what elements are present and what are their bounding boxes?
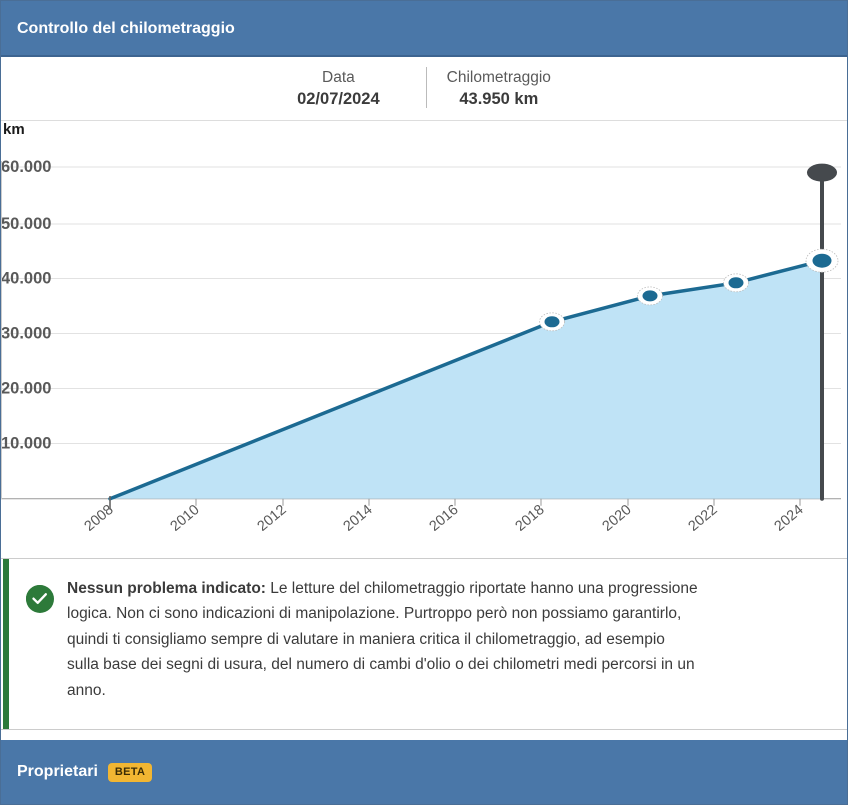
svg-text:2010: 2010 <box>168 501 203 530</box>
svg-text:2018: 2018 <box>513 501 548 530</box>
svg-text:km: km <box>3 121 25 138</box>
svg-text:20.000: 20.000 <box>1 379 51 397</box>
svg-text:30.000: 30.000 <box>1 324 51 342</box>
svg-text:2014: 2014 <box>341 501 376 530</box>
svg-text:2022: 2022 <box>686 501 721 530</box>
svg-text:50.000: 50.000 <box>1 215 51 233</box>
svg-text:2012: 2012 <box>255 501 290 530</box>
svg-text:2024: 2024 <box>772 501 807 530</box>
svg-text:60.000: 60.000 <box>1 158 51 176</box>
svg-text:40.000: 40.000 <box>1 269 51 287</box>
svg-text:2020: 2020 <box>600 501 635 530</box>
svg-text:10.000: 10.000 <box>1 434 51 452</box>
svg-text:2008: 2008 <box>82 501 117 530</box>
svg-text:2016: 2016 <box>427 501 462 530</box>
